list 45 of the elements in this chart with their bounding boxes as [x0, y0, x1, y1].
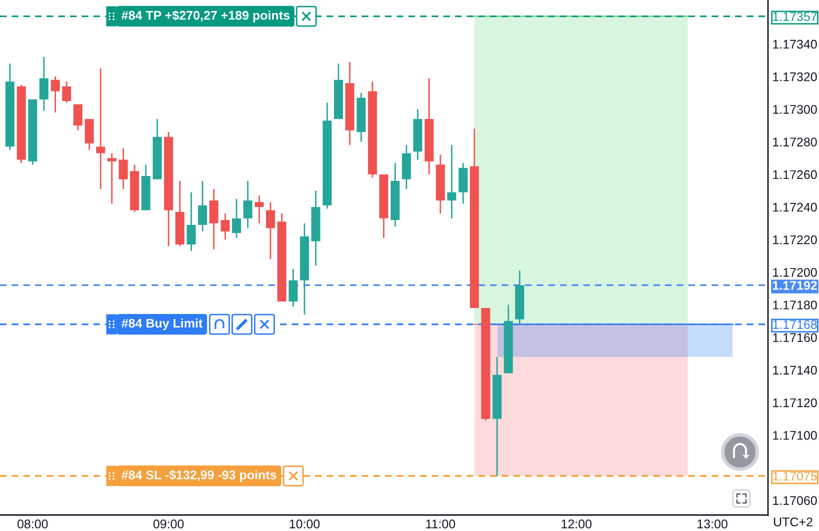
- candlestick: [107, 152, 116, 204]
- candlestick: [186, 192, 196, 252]
- candlestick: [96, 68, 106, 190]
- x-tick-label: 10:00: [290, 519, 320, 528]
- y-tick-label: 1.17320: [773, 72, 817, 82]
- ref-line-label: #84 Buy Limit: [122, 318, 202, 330]
- y-tick-label: 1.17240: [773, 202, 817, 212]
- y-tick-label: 1.17100: [773, 430, 817, 440]
- x-tick-label: 08:00: [17, 519, 48, 528]
- y-tick-label: 1.17168: [773, 320, 817, 329]
- candlestick: [62, 80, 72, 104]
- x-tick-label: 11:00: [426, 519, 456, 528]
- y-tick-label: 1.17280: [773, 138, 817, 146]
- y-tick-label: 1.17357: [773, 12, 817, 21]
- candlestick: [266, 201, 276, 260]
- y-tick-label: 1.17160: [773, 333, 817, 342]
- candlestick: [288, 268, 298, 308]
- ref-line-label: #84 TP +$270,27 +189 points: [122, 10, 290, 22]
- y-tick-label: 1.17200: [773, 268, 817, 277]
- candlestick: [220, 212, 230, 240]
- y-tick-label: 1.17220: [773, 235, 817, 244]
- candlestick: [198, 180, 208, 232]
- y-tick-label: 1.17192: [772, 281, 817, 290]
- candlestick: [232, 198, 242, 239]
- y-tick-label: 1.17260: [773, 170, 817, 180]
- y-tick-label: 1.17340: [773, 40, 817, 49]
- y-tick-label: 1.17180: [773, 300, 817, 310]
- candlestick: [73, 104, 82, 132]
- x-tick-label: 09:00: [153, 519, 184, 528]
- y-tick-label: 1.17075: [773, 472, 817, 481]
- y-tick-label: 1.17060: [773, 496, 817, 505]
- candlestick: [209, 188, 218, 250]
- candlestick: [118, 148, 128, 190]
- candlestick: [254, 194, 264, 224]
- candlestick: [243, 180, 252, 229]
- x-tick-label: 13:00: [698, 519, 728, 528]
- x-tick-label: 12:00: [562, 519, 592, 528]
- candlestick: [39, 56, 48, 112]
- candlestick: [50, 76, 60, 114]
- ref-line-label: #84 SL -$132,99 -93 points: [122, 470, 276, 482]
- y-tick-label: 1.17140: [773, 366, 817, 375]
- candlestick: [447, 144, 456, 220]
- y-tick-label: 1.17120: [773, 398, 817, 408]
- text: UTC+2: [774, 518, 812, 526]
- y-tick-label: 1.17300: [773, 104, 817, 114]
